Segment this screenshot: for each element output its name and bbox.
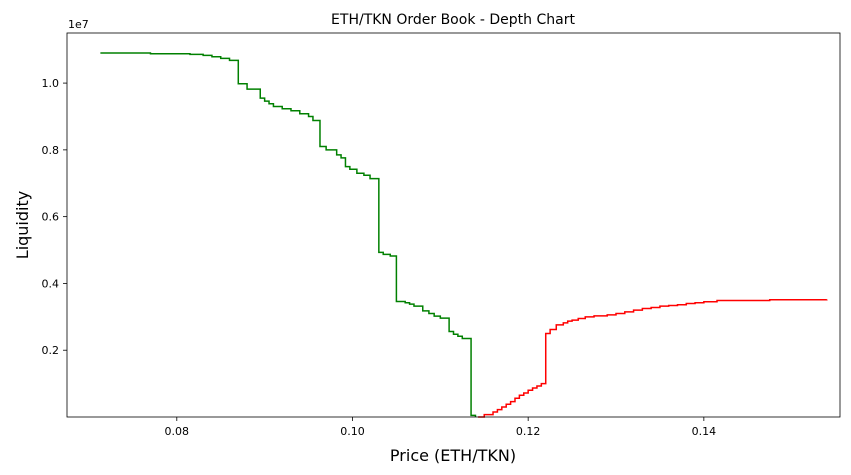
y-axis-label: Liquidity (13, 191, 32, 259)
y-tick-label: 1.0 (42, 77, 60, 90)
y-axis-multiplier: 1e7 (68, 18, 89, 31)
y-tick-label: 0.8 (42, 144, 60, 157)
series-line-1 (478, 299, 828, 418)
plot-area (66, 32, 841, 418)
y-tick-label: 0.6 (42, 211, 60, 224)
x-tick-label: 0.10 (340, 425, 365, 438)
x-axis: 0.08 0.10 0.12 0.14 (165, 417, 717, 438)
y-tick-label: 0.2 (42, 344, 60, 357)
x-tick-label: 0.12 (516, 425, 541, 438)
chart-title: ETH/TKN Order Book - Depth Chart (331, 12, 575, 28)
x-tick-label: 0.08 (165, 425, 190, 438)
y-axis: 0.2 0.4 0.6 0.8 1.0 (42, 77, 67, 357)
x-tick-label: 0.14 (692, 425, 717, 438)
series-line-0 (100, 52, 477, 417)
series-layer (100, 52, 828, 418)
x-axis-label: Price (ETH/TKN) (390, 446, 516, 465)
y-tick-label: 0.4 (42, 277, 60, 290)
